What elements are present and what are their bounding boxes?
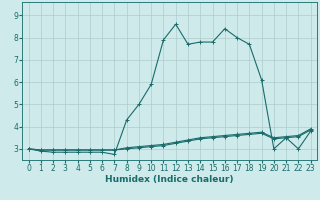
X-axis label: Humidex (Indice chaleur): Humidex (Indice chaleur)	[105, 175, 234, 184]
